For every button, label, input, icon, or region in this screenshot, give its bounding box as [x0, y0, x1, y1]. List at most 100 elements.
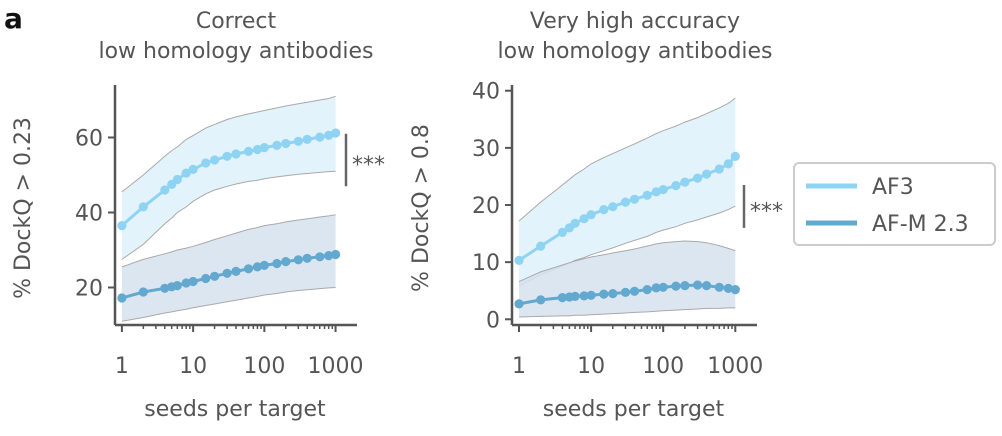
y-tick-label: 40 [75, 202, 103, 227]
panel-letter: a [4, 2, 23, 35]
data-point-af3 [620, 197, 631, 207]
data-point-af3 [302, 134, 312, 144]
data-point-afm [315, 252, 325, 262]
data-point-afm [536, 295, 546, 305]
data-point-af3 [693, 173, 703, 183]
chart-panel-correct: Correct low homology antibodies 20 40 60 1 10 1… [11, 9, 385, 422]
chart-panel-very-high-accuracy: Very high accuracy low homology antibodie… [409, 9, 783, 422]
band-lower-edge [518, 307, 736, 318]
data-point-af3 [579, 214, 589, 224]
data-point-af3 [536, 241, 546, 251]
data-point-afm [599, 289, 609, 299]
data-point-af3 [293, 136, 303, 146]
y-tick-label: 20 [75, 277, 103, 302]
data-point-af3 [181, 168, 191, 178]
data-point-af3 [331, 128, 341, 138]
data-point-af3 [730, 151, 740, 161]
data-point-afm [259, 260, 269, 270]
data-point-afm [243, 264, 254, 274]
confidence-band [121, 214, 336, 322]
y-tick-label: 10 [472, 251, 500, 276]
data-point-af3 [160, 185, 170, 195]
x-axis-label: seeds per target [543, 397, 725, 422]
data-point-af3 [259, 143, 269, 153]
data-point-afm [331, 249, 341, 260]
y-tick-label: 20 [472, 194, 500, 219]
data-point-af3 [557, 227, 568, 237]
data-point-af3 [723, 159, 733, 169]
data-point-af3 [586, 210, 596, 220]
x-tick-label: 100 [243, 354, 285, 379]
data-point-af3 [642, 190, 652, 200]
legend-label-afm: AF-M 2.3 [872, 212, 969, 237]
band-upper-edge [518, 240, 736, 283]
significance-label: *** [352, 153, 385, 178]
data-point-af3 [231, 149, 241, 159]
data-point-af3 [651, 187, 661, 197]
legend-label-af3: AF3 [872, 175, 914, 200]
data-point-af3 [608, 202, 618, 212]
data-point-afm [620, 287, 631, 297]
y-tick-label: 60 [75, 127, 103, 152]
data-point-afm [680, 281, 690, 291]
chart-title-line: low homology antibodies [497, 39, 772, 64]
x-tick-label: 1 [115, 354, 129, 379]
data-point-afm [658, 282, 668, 292]
band-upper-edge [121, 214, 336, 268]
data-point-afm [557, 293, 568, 303]
chart-title-line: low homology antibodies [98, 39, 373, 64]
band-lower-edge [121, 287, 336, 322]
x-tick-label: 1000 [308, 354, 364, 379]
data-point-afm [272, 258, 282, 269]
x-tick-label: 10 [179, 354, 207, 379]
data-point-afm [579, 291, 589, 301]
data-point-afm [642, 285, 652, 295]
x-axis-label: seeds per target [144, 397, 326, 422]
data-point-afm [730, 285, 740, 295]
confidence-band [519, 98, 736, 287]
data-point-af3 [714, 164, 724, 174]
data-point-af3 [315, 132, 325, 142]
y-tick-label: 30 [472, 137, 500, 162]
y-axis-label: % DockQ > 0.23 [11, 117, 36, 299]
data-point-afm [231, 266, 241, 276]
data-point-afm [302, 253, 312, 263]
data-point-afm [222, 268, 232, 278]
data-point-afm [651, 283, 661, 293]
y-tick-label: 0 [486, 308, 500, 333]
data-point-afm [629, 286, 640, 296]
data-point-afm [723, 283, 733, 293]
legend: AF3 AF-M 2.3 [793, 162, 996, 246]
data-point-afm [671, 281, 681, 291]
x-tick-label: 1000 [707, 354, 763, 379]
band-upper-edge [518, 97, 736, 222]
data-point-af3 [201, 158, 211, 168]
data-point-afm [201, 273, 211, 284]
chart-title-line: Correct [196, 9, 277, 34]
data-point-afm [693, 280, 703, 290]
data-point-afm [714, 282, 724, 292]
data-point-afm [514, 299, 524, 309]
data-point-af3 [117, 221, 127, 231]
data-point-af3 [243, 146, 254, 156]
data-point-af3 [658, 185, 668, 195]
data-point-afm [252, 262, 262, 272]
data-point-afm [210, 271, 220, 281]
x-tick-label: 10 [577, 354, 605, 379]
data-point-af3 [138, 202, 148, 212]
y-axis-label: % DockQ > 0.8 [409, 124, 434, 292]
data-point-afm [570, 291, 580, 301]
significance-label: *** [750, 199, 783, 224]
data-point-af3 [671, 181, 681, 191]
data-point-af3 [629, 194, 640, 204]
data-point-af3 [210, 155, 220, 165]
data-point-af3 [324, 130, 334, 140]
data-point-afm [586, 290, 596, 300]
data-point-af3 [702, 169, 712, 179]
data-point-afm [172, 281, 182, 291]
data-point-afm [138, 287, 148, 297]
data-point-af3 [570, 218, 580, 228]
data-point-afm [608, 289, 618, 299]
data-point-af3 [172, 174, 182, 185]
